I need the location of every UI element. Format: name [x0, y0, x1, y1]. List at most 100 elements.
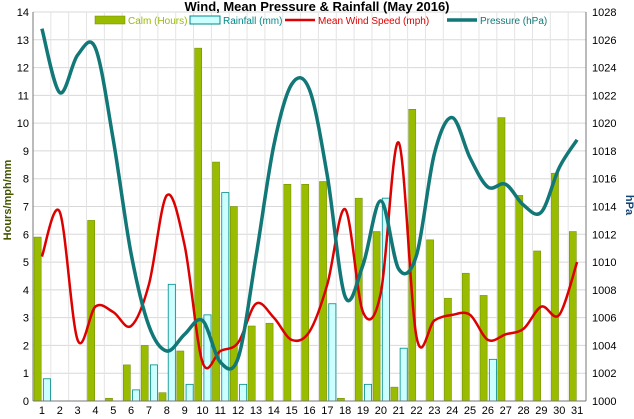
rainfall-bar	[167, 283, 176, 402]
calm-bar	[444, 297, 452, 402]
legend-swatch	[94, 15, 126, 25]
x-tick-label: 24	[446, 405, 458, 417]
calm-bar	[123, 364, 131, 402]
calm-bar	[158, 392, 167, 402]
x-tick-label: 8	[164, 405, 170, 417]
x-tick-label: 5	[110, 405, 116, 417]
x-tick-label: 18	[339, 405, 351, 417]
x-tick-label: 30	[553, 405, 565, 417]
calm-bar	[140, 345, 149, 402]
calm-bar	[283, 184, 292, 402]
legend-item-calm: Calm (Hours)	[94, 15, 187, 27]
calm-bar	[301, 184, 310, 402]
calm-bar	[497, 117, 506, 402]
rainfall-bar	[399, 347, 408, 402]
y2-tick-label: 1012	[592, 229, 616, 241]
y-tick-label: 12	[17, 63, 29, 75]
x-tick-label: 13	[250, 405, 262, 417]
x-tick-label: 17	[321, 405, 333, 417]
legend-item-pressure: Pressure (hPa)	[447, 16, 547, 27]
x-tick-label: 26	[482, 405, 494, 417]
y2-tick-label: 1014	[592, 202, 616, 214]
x-tick-label: 25	[464, 405, 476, 417]
x-tick-label: 9	[182, 405, 188, 417]
y-tick-label: 9	[23, 146, 29, 158]
y-tick-label: 1	[23, 368, 29, 380]
y2-tick-label: 1006	[592, 313, 616, 325]
y-tick-label: 6	[23, 229, 29, 241]
y2-tick-label: 1002	[592, 368, 616, 380]
calm-bar	[390, 386, 399, 402]
legend-label: Calm (Hours)	[128, 16, 187, 27]
x-tick-label: 2	[57, 405, 63, 417]
y-axis-label: Hours/mph/mm	[2, 159, 14, 240]
axes-layer: 0123456789101112131410001002100410061008…	[17, 7, 617, 417]
rainfall-bar	[239, 383, 248, 402]
legend: Calm (Hours) Rainfall (mm) Mean Wind Speed…	[94, 15, 547, 27]
legend-label: Mean Wind Speed (mph)	[318, 16, 429, 27]
calm-bar	[479, 295, 488, 402]
y-tick-label: 2	[23, 340, 29, 352]
calm-bar	[515, 195, 524, 402]
lines-layer	[40, 28, 579, 371]
y2-tick-label: 1010	[592, 257, 616, 269]
rainfall-bar	[364, 383, 372, 402]
legend-item-wind: Mean Wind Speed (mph)	[285, 16, 429, 27]
y2-tick-label: 1018	[592, 146, 616, 158]
x-tick-label: 14	[268, 405, 280, 417]
y2-tick-label: 1020	[592, 118, 616, 130]
rainfall-bar	[185, 383, 194, 402]
calm-bar	[212, 161, 220, 402]
x-tick-label: 7	[146, 405, 152, 417]
x-tick-label: 20	[375, 405, 387, 417]
y-tick-label: 7	[23, 202, 29, 214]
calm-bar	[265, 322, 274, 402]
x-tick-label: 4	[92, 405, 98, 417]
x-tick-label: 22	[410, 405, 422, 417]
x-tick-label: 15	[286, 405, 298, 417]
y-tick-label: 11	[18, 90, 29, 102]
y-tick-label: 10	[17, 118, 29, 130]
rainfall-bar	[488, 358, 497, 402]
calm-bar	[551, 172, 559, 402]
x-tick-label: 28	[517, 405, 529, 417]
x-tick-label: 16	[303, 405, 315, 417]
y-tick-label: 0	[23, 396, 29, 408]
x-tick-label: 31	[571, 405, 583, 417]
legend-swatch	[189, 15, 221, 25]
y2-tick-label: 1026	[592, 35, 616, 47]
y2-tick-label: 1028	[592, 7, 616, 19]
x-tick-label: 1	[39, 405, 45, 417]
x-tick-label: 10	[196, 405, 208, 417]
y2-axis-label: hPa	[623, 195, 634, 216]
x-tick-label: 21	[393, 405, 405, 417]
calm-bar	[461, 272, 470, 402]
x-tick-label: 11	[215, 405, 226, 417]
x-tick-label: 29	[535, 405, 547, 417]
legend-label: Rainfall (mm)	[223, 16, 282, 27]
y2-tick-label: 1004	[592, 340, 616, 352]
legend-label: Pressure (hPa)	[480, 16, 547, 27]
legend-item-rainfall: Rainfall (mm)	[189, 15, 282, 27]
y-tick-label: 4	[23, 285, 29, 297]
calm-bar	[568, 231, 577, 402]
rainfall-bar	[149, 364, 158, 402]
x-tick-label: 27	[500, 405, 512, 417]
calm-bar	[426, 239, 434, 402]
y-tick-label: 13	[17, 35, 29, 47]
y2-tick-label: 1000	[592, 396, 616, 408]
x-tick-label: 12	[232, 405, 244, 417]
calm-bars	[33, 47, 577, 402]
y-tick-label: 3	[23, 313, 29, 325]
y2-tick-label: 1022	[592, 90, 616, 102]
calm-bar	[230, 206, 238, 402]
grid-layer	[32, 11, 587, 402]
calm-bar	[247, 325, 256, 402]
y-tick-label: 14	[17, 7, 29, 19]
y-tick-label: 8	[23, 174, 29, 186]
y2-tick-label: 1024	[592, 63, 616, 75]
calm-bar	[533, 250, 541, 402]
x-tick-label: 19	[357, 405, 369, 417]
